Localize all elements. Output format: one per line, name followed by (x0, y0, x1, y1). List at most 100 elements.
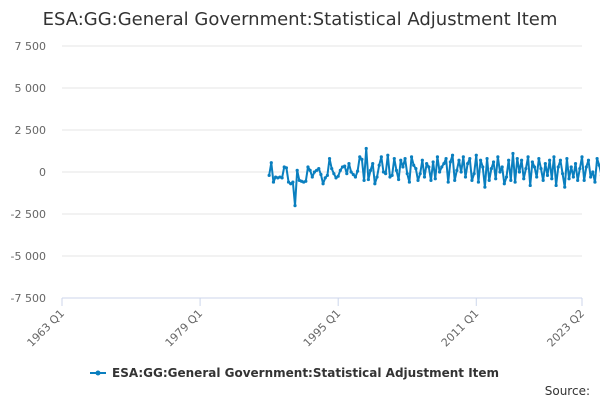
data-point (405, 172, 409, 176)
data-point (541, 178, 545, 182)
data-point (494, 177, 498, 181)
data-point (390, 173, 394, 177)
data-point (317, 167, 321, 171)
data-point (515, 156, 519, 161)
data-point (362, 178, 366, 182)
data-point (586, 158, 591, 162)
data-point (431, 160, 435, 164)
data-point (407, 180, 411, 184)
data-point (435, 155, 440, 159)
data-point (366, 177, 370, 182)
data-point (584, 165, 588, 169)
data-point (511, 151, 515, 156)
data-point (580, 155, 584, 159)
x-tick-label: 1963 Q1 (25, 307, 68, 350)
data-point (496, 155, 500, 159)
data-point (578, 167, 582, 171)
data-point (336, 174, 340, 178)
data-point (474, 153, 478, 157)
data-point (500, 165, 504, 169)
data-point (437, 170, 442, 174)
data-point (414, 167, 418, 171)
legend-dot-marker (95, 370, 101, 376)
data-point (513, 180, 517, 184)
data-point (472, 172, 476, 176)
legend[interactable]: ESA:GG:General Government:Statistical Ad… (90, 366, 499, 380)
data-point (409, 155, 414, 159)
data-point (401, 165, 405, 169)
data-point (420, 158, 424, 162)
data-point (353, 175, 358, 179)
data-point (338, 168, 342, 172)
series-line (268, 147, 600, 207)
data-point (286, 180, 291, 184)
data-point (444, 156, 448, 161)
data-point (466, 162, 470, 166)
x-tick-label: 1995 Q1 (301, 307, 344, 350)
data-point (468, 156, 472, 161)
data-point (394, 168, 399, 172)
data-point (485, 156, 489, 161)
x-tick-label: 2023 Q2 (545, 307, 588, 350)
data-point (455, 168, 459, 172)
data-point (459, 170, 463, 174)
data-point (289, 182, 293, 186)
data-point (576, 178, 580, 182)
data-point (556, 165, 560, 169)
data-point (517, 170, 522, 174)
data-point (597, 163, 600, 167)
data-point (450, 153, 455, 157)
data-point (312, 170, 317, 174)
data-point (595, 156, 599, 161)
data-point (349, 170, 353, 174)
y-tick-label: -5 000 (11, 250, 46, 263)
data-point (507, 158, 511, 162)
data-point (397, 177, 401, 182)
data-point (351, 172, 355, 177)
data-point (491, 160, 496, 164)
series (267, 146, 600, 208)
data-point (306, 165, 310, 169)
data-point (463, 175, 468, 179)
data-point (323, 176, 327, 180)
data-point (375, 175, 379, 179)
data-point (267, 173, 271, 177)
data-point (347, 162, 351, 166)
data-point (360, 157, 364, 161)
data-point (425, 162, 429, 166)
data-point (453, 178, 457, 182)
data-point (552, 155, 556, 159)
data-point (422, 175, 427, 179)
data-point (539, 167, 543, 171)
data-point (545, 173, 550, 177)
data-point (461, 155, 465, 159)
data-point (271, 180, 276, 184)
data-point (440, 165, 444, 169)
data-point (377, 163, 381, 167)
data-point (569, 165, 573, 169)
data-point (371, 162, 375, 166)
data-point (565, 156, 569, 161)
data-point (487, 178, 491, 182)
data-point (509, 178, 513, 182)
data-point (304, 179, 308, 183)
data-point (537, 156, 541, 161)
data-point (284, 166, 288, 170)
data-point (319, 172, 323, 177)
data-point (489, 167, 493, 171)
data-point (543, 162, 547, 166)
data-point (364, 146, 368, 151)
data-point (384, 172, 388, 176)
data-point (528, 183, 532, 188)
data-point (571, 175, 575, 179)
y-tick-label: 7 500 (15, 40, 47, 53)
y-tick-label: -7 500 (11, 292, 46, 305)
data-point (483, 185, 487, 189)
data-point (498, 170, 502, 174)
data-point (280, 176, 284, 180)
data-point (573, 162, 578, 166)
data-point (524, 167, 528, 171)
grid (62, 45, 582, 257)
data-point (388, 175, 392, 179)
